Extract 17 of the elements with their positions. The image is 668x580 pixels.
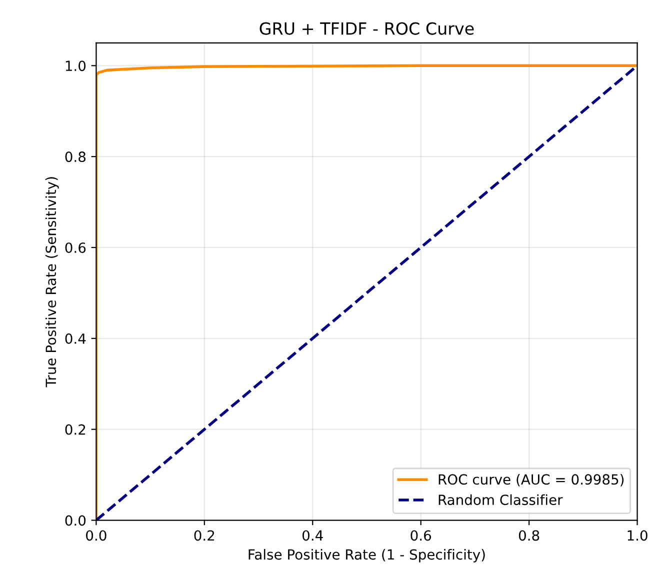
chart-title: GRU + TFIDF - ROC Curve — [260, 22, 474, 35]
y-tick-label: 1.0 — [66, 60, 86, 72]
y-tick-label: 0.8 — [65, 152, 86, 162]
x-tick-label: 0.0 — [86, 530, 106, 541]
y-axis-title: True Positive Rate (Sensitivity) — [45, 177, 59, 388]
x-tick-label: 0.6 — [410, 530, 432, 541]
y-tick-label: 0.0 — [65, 515, 86, 526]
x-tick-label: 1.0 — [628, 530, 648, 541]
x-tick-label: 0.4 — [302, 530, 323, 541]
y-tick-label: 0.6 — [65, 242, 86, 253]
x-tick-label: 0.8 — [518, 530, 540, 541]
legend-label: ROC curve (AUC = 0.9985) — [438, 474, 624, 486]
y-tick-label: 0.4 — [65, 333, 86, 344]
x-tick-label: 0.2 — [194, 530, 214, 541]
y-tick-label: 0.2 — [65, 424, 86, 435]
x-axis-title: False Positive Rate (1 - Specificity) — [248, 548, 485, 562]
legend-label: Random Classifier — [438, 494, 563, 506]
